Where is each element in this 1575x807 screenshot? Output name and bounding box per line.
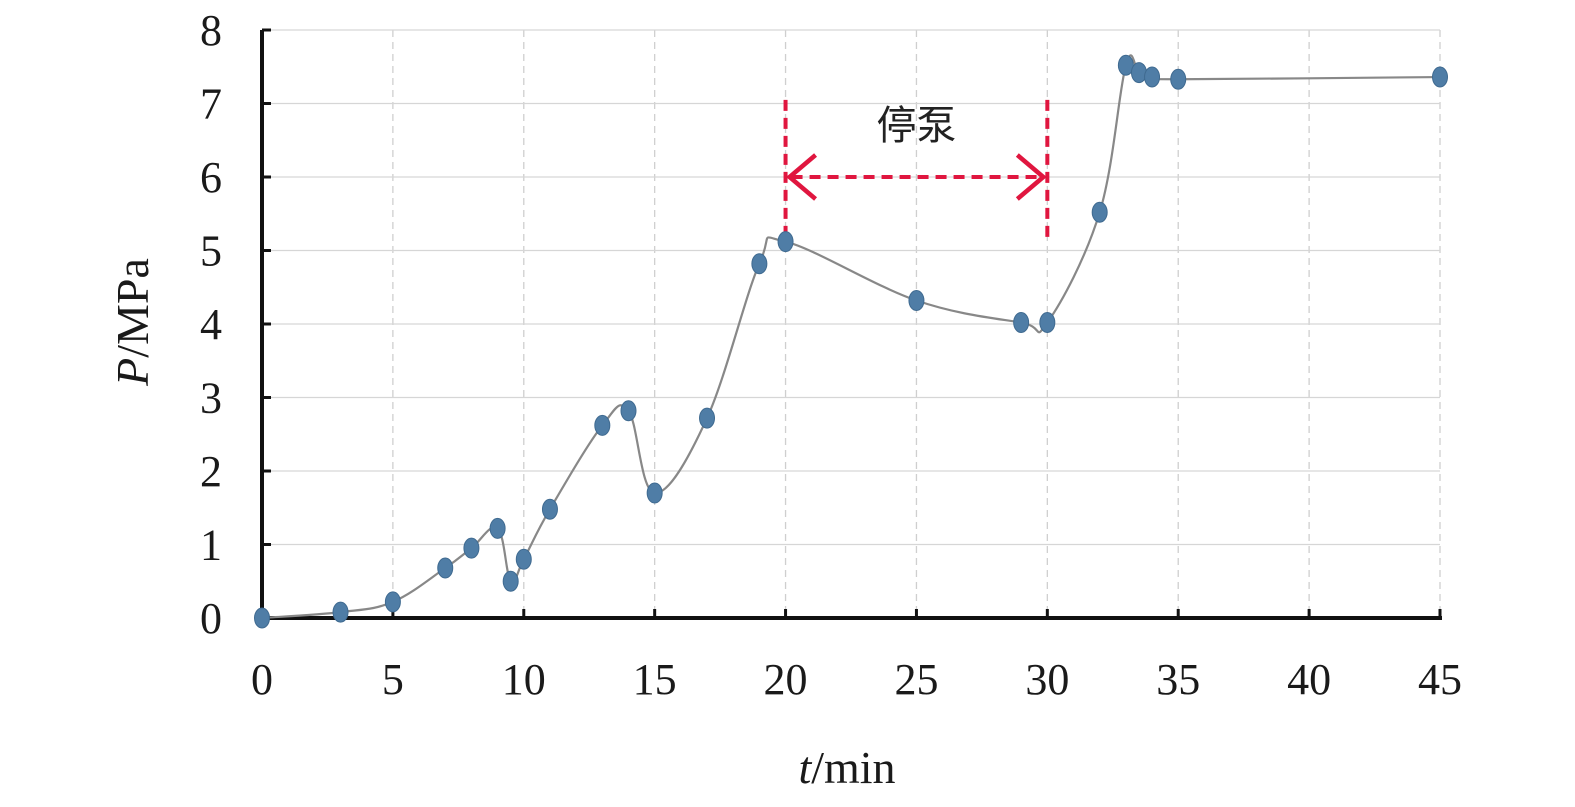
annotation-label: 停泵 [876,103,956,149]
x-tick-labels: 0 5 10 15 20 25 30 35 40 45 [251,655,1462,704]
data-point-2 [384,591,401,613]
data-point-6 [502,570,519,592]
pressure-series [254,54,1448,629]
x-tick-label-4: 20 [764,655,808,704]
x-tick-label-5: 25 [894,655,938,704]
y-tick-label-8: 8 [200,6,222,55]
data-point-0 [254,607,270,629]
x-tick-label-2: 10 [502,655,546,704]
x-tick-label-7: 35 [1156,655,1200,704]
annotation-arrow-head-right [1015,153,1047,201]
y-tick-label-6: 6 [200,153,222,202]
y-axis-label: P/MPa [107,258,158,387]
x-tick-label-6: 30 [1025,655,1069,704]
data-point-4 [463,537,480,559]
y-tick-label-0: 0 [200,594,222,643]
x-axis-label: t/min [798,742,895,793]
y-tick-label-2: 2 [200,447,222,496]
y-tick-label-5: 5 [200,227,222,276]
data-point-7 [515,548,532,570]
y-tick-labels: 0 1 2 3 4 5 6 7 8 [200,6,222,643]
data-point-3 [437,557,454,579]
data-point-12 [699,407,716,429]
x-tick-label-3: 15 [633,655,677,704]
y-tick-label-7: 7 [200,80,222,129]
x-tick-label-9: 45 [1418,655,1462,704]
x-tick-label-8: 40 [1287,655,1331,704]
data-point-13 [751,253,768,275]
annotation-arrow-head-left [786,153,818,201]
grid-lines [262,29,1441,618]
data-point-11 [646,482,663,504]
data-point-14 [777,231,794,253]
data-point-21 [1144,66,1161,88]
data-point-23 [1432,66,1448,88]
data-point-1 [332,601,349,623]
y-tick-label-1: 1 [200,521,222,570]
data-point-9 [594,414,611,436]
x-tick-label-1: 5 [382,655,404,704]
data-point-17 [1039,312,1056,334]
data-point-10 [620,400,637,422]
data-point-18 [1091,201,1108,223]
y-tick-label-4: 4 [200,300,222,349]
pump-stop-annotation: 停泵 [783,99,1050,244]
data-point-5 [489,517,506,539]
data-point-15 [908,289,925,311]
data-point-20 [1130,62,1147,84]
axes [260,28,1442,620]
data-point-22 [1170,68,1187,90]
y-tick-label-3: 3 [200,374,222,423]
data-point-16 [1013,312,1030,334]
series-line-0 [261,54,1441,620]
data-point-8 [541,498,558,520]
x-tick-label-0: 0 [251,655,273,704]
